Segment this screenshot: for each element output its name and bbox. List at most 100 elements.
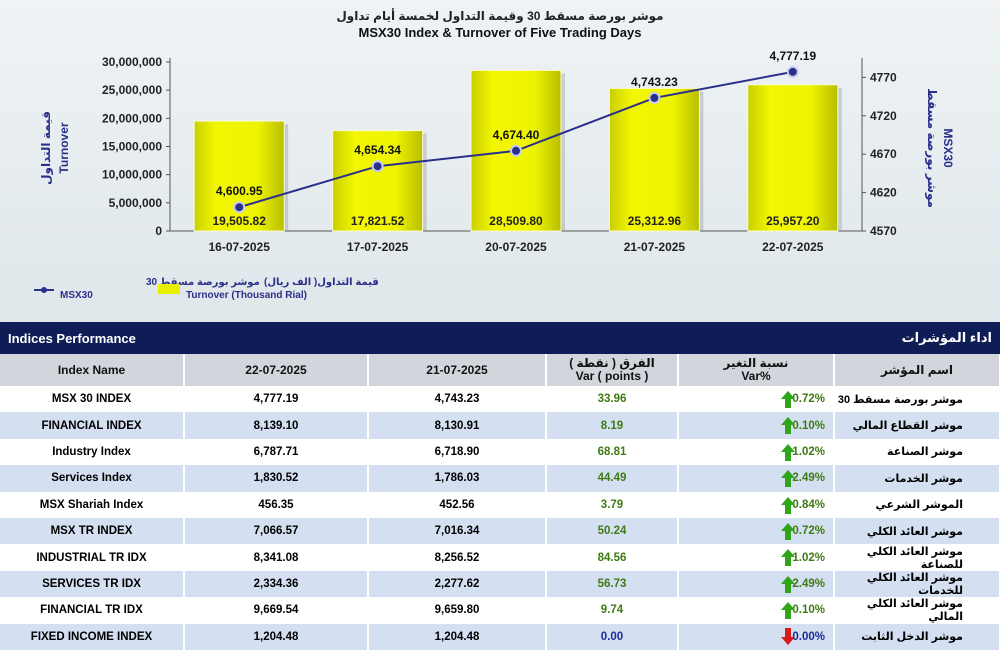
cell-index-name-ar: موشر بورصة مسقط 30 xyxy=(834,386,1000,413)
turnover-bar-label: 17,821.52 xyxy=(351,214,405,228)
arrow-up-icon xyxy=(781,470,795,488)
header-index-name-ar: اسم المؤشر xyxy=(834,354,1000,386)
msx30-point-label: 4,777.19 xyxy=(769,49,816,63)
cell-var-points-text: 50.24 xyxy=(597,525,627,538)
right-tick-label: 4620 xyxy=(870,186,897,200)
header-var-points-en: Var ( points ) xyxy=(575,369,649,383)
header-var-points: الفرق ( نقطة ) Var ( points ) xyxy=(546,354,679,386)
legend-msx30-ar: موشر بورصة مسقط 30 xyxy=(146,277,260,288)
cell-date-1: 8,341.08 xyxy=(184,544,369,571)
arrow-up-icon xyxy=(781,522,795,540)
cell-date-1: 2,334.36 xyxy=(184,570,369,598)
table-row: FINANCIAL TR IDX 9,669.54 9,659.80 9.74 0.10… xyxy=(0,597,1000,624)
cell-var-points-text: 8.19 xyxy=(600,419,624,432)
legend-line-marker xyxy=(41,287,47,293)
cell-var-pct-text: 1.02% xyxy=(792,551,825,564)
cell-index-name-ar: موشر العائد الكلي للصناعة xyxy=(834,544,1000,571)
table-row: FIXED INCOME INDEX 1,204.48 1,204.48 0.00 0.… xyxy=(0,623,1000,650)
cell-index-name-text: MSX 30 INDEX xyxy=(51,393,132,406)
cell-date-1: 8,139.10 xyxy=(184,412,369,439)
right-tick-label: 4720 xyxy=(870,109,897,123)
cell-var-pct: 0.72% xyxy=(678,517,835,545)
cell-index-name-text: MSX Shariah Index xyxy=(39,498,144,511)
msx30-point xyxy=(648,91,661,104)
table-row: INDUSTRIAL TR IDX 8,341.08 8,256.52 84.56 1.… xyxy=(0,544,1000,571)
cell-var-points: 33.96 xyxy=(546,386,679,413)
left-tick-label: 25,000,000 xyxy=(102,83,162,97)
cell-date-2: 9,659.80 xyxy=(368,597,547,624)
cell-index-name: FIXED INCOME INDEX xyxy=(0,623,185,650)
cell-index-name-text: MSX TR INDEX xyxy=(50,525,133,538)
table-title-bar: Indices Performance اداء المؤشرات xyxy=(0,322,1000,354)
arrow-up-icon xyxy=(781,602,795,620)
cell-index-name-ar: موشر الدخل الثابت xyxy=(834,623,1000,650)
cell-index-name-ar-text: موشر القطاع المالي xyxy=(852,420,963,433)
table-title-ar: اداء المؤشرات xyxy=(901,330,992,345)
header-date-1: 22-07-2025 xyxy=(184,354,369,386)
cell-var-points: 84.56 xyxy=(546,544,679,571)
cell-date-2-text: 2,277.62 xyxy=(434,577,480,590)
cell-date-2-text: 8,130.91 xyxy=(434,419,480,432)
cell-date-2-text: 9,659.80 xyxy=(434,604,480,617)
cell-date-2-text: 8,256.52 xyxy=(434,551,480,564)
x-tick-label: 17-07-2025 xyxy=(347,240,409,254)
x-tick-label: 16-07-2025 xyxy=(209,240,271,254)
cell-var-points: 9.74 xyxy=(546,597,679,624)
cell-date-2-text: 6,718.90 xyxy=(434,445,480,458)
cell-var-pct: 1.02% xyxy=(678,544,835,571)
cell-index-name-ar: موشر القطاع المالي xyxy=(834,412,1000,439)
cell-date-2-text: 7,016.34 xyxy=(434,525,480,538)
cell-index-name-ar-text: الموشر الشرعي xyxy=(875,499,963,512)
cell-index-name-text: FIXED INCOME INDEX xyxy=(30,630,153,643)
right-tick-label: 4770 xyxy=(870,70,897,84)
cell-index-name-ar-text: موشر الخدمات xyxy=(884,472,963,485)
left-tick-label: 20,000,000 xyxy=(102,111,162,125)
table-row: Industry Index 6,787.71 6,718.90 68.81 1.02%… xyxy=(0,438,1000,466)
cell-var-points-text: 68.81 xyxy=(597,445,627,458)
cell-date-1-text: 1,204.48 xyxy=(253,630,299,643)
cell-var-pct-text: 0.72% xyxy=(792,393,825,406)
msx30-point xyxy=(786,65,799,78)
arrow-up-icon xyxy=(781,496,795,514)
table-title: Indices Performance xyxy=(8,330,136,346)
cell-date-1-text: 8,139.10 xyxy=(253,419,299,432)
cell-date-1: 9,669.54 xyxy=(184,597,369,624)
chart-title-ar: موشر بورصة مسقط 30 وقيمة التداول لخمسة أ… xyxy=(336,8,663,24)
indices-table: Index Name 22-07-2025 21-07-2025 الفرق (… xyxy=(0,354,1000,650)
table-row: MSX TR INDEX 7,066.57 7,016.34 50.24 0.72% مو… xyxy=(0,517,1000,545)
cell-var-pct-text: 2.49% xyxy=(792,472,825,485)
cell-date-1: 1,830.52 xyxy=(184,465,369,492)
cell-index-name-ar: الموشر الشرعي xyxy=(834,491,1000,518)
cell-date-2-text: 4,743.23 xyxy=(434,393,480,406)
cell-var-pct: 0.10% xyxy=(678,412,835,439)
cell-date-2: 4,743.23 xyxy=(368,386,547,413)
cell-var-points-text: 33.96 xyxy=(597,393,627,406)
cell-var-pct: 2.49% xyxy=(678,465,835,492)
cell-index-name-ar: موشر العائد الكلي المالي xyxy=(834,597,1000,624)
cell-date-1-text: 2,334.36 xyxy=(253,577,299,590)
left-tick-label: 0 xyxy=(155,224,162,238)
cell-date-1: 6,787.71 xyxy=(184,438,369,466)
header-index-name: Index Name xyxy=(0,354,185,386)
msx30-point-label: 4,654.34 xyxy=(354,143,401,157)
header-date-2: 21-07-2025 xyxy=(368,354,547,386)
turnover-bar xyxy=(332,130,424,232)
cell-var-points-text: 84.56 xyxy=(597,551,627,564)
msx30-point-label: 4,600.95 xyxy=(216,184,263,198)
legend-bar-swatch xyxy=(158,284,180,294)
cell-var-pct-text: 0.10% xyxy=(792,419,825,432)
turnover-bar-label: 28,509.80 xyxy=(489,214,543,228)
left-tick-label: 5,000,000 xyxy=(109,196,163,210)
cell-date-1-text: 8,341.08 xyxy=(253,551,299,564)
cell-index-name-text: Industry Index xyxy=(52,445,131,458)
cell-var-points-text: 9.74 xyxy=(600,604,624,617)
cell-index-name-ar: موشر العائد الكلي xyxy=(834,517,1000,545)
cell-var-pct-text: 0.72% xyxy=(792,525,825,538)
header-var-pct: نسبة التغير Var% xyxy=(678,354,835,386)
cell-index-name-ar-text: موشر العائد الكلي للخدمات xyxy=(866,571,963,597)
turnover-bar xyxy=(747,84,839,232)
cell-var-points-text: 56.73 xyxy=(597,577,627,590)
turnover-bar-label: 25,312.96 xyxy=(628,214,682,228)
cell-var-points: 56.73 xyxy=(546,570,679,598)
legend-turnover: Turnover (Thousand Rial) xyxy=(186,290,307,301)
